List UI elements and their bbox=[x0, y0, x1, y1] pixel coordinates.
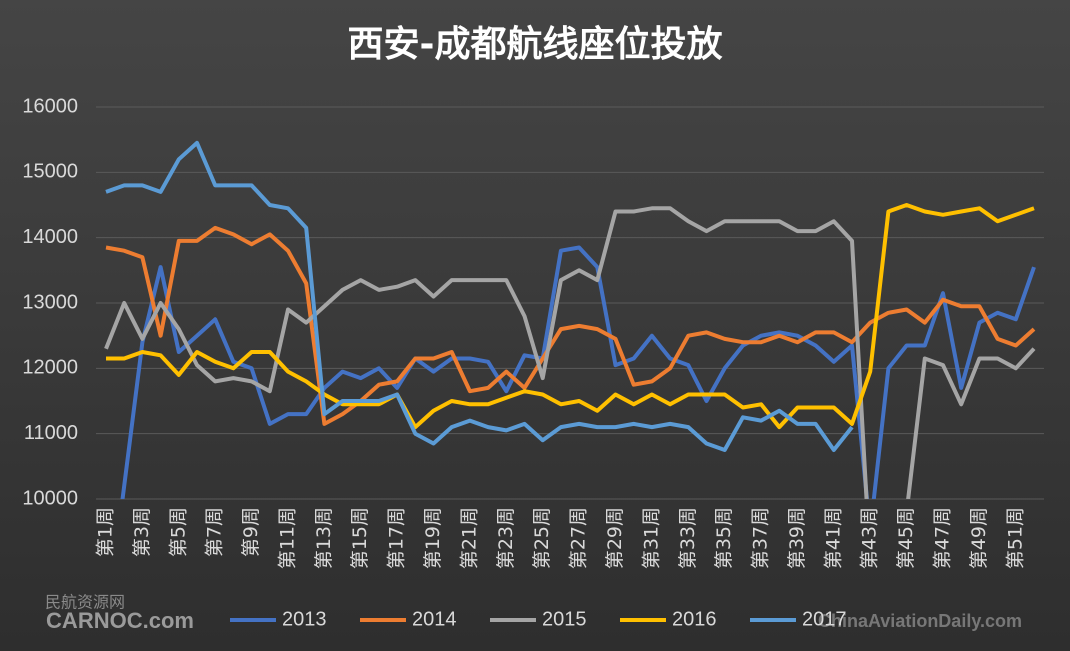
series-line bbox=[120, 245, 1036, 499]
chart-title: 西安-成都航线座位投放 bbox=[348, 23, 723, 65]
y-tick-label: 15000 bbox=[22, 161, 78, 183]
y-tick-label: 11000 bbox=[24, 422, 78, 444]
legend-label: 2016 bbox=[672, 608, 717, 630]
x-tick-label: 第43周 bbox=[859, 507, 881, 569]
series-line bbox=[106, 203, 1035, 430]
x-tick-label: 第19周 bbox=[422, 507, 444, 569]
x-tick-label: 第9周 bbox=[240, 507, 262, 557]
x-tick-label: 第49周 bbox=[968, 507, 990, 569]
x-tick-label: 第37周 bbox=[750, 507, 772, 569]
x-tick-label: 第23周 bbox=[495, 507, 517, 569]
series-line bbox=[105, 140, 854, 452]
x-tick-label: 第45周 bbox=[895, 507, 917, 569]
series-line bbox=[104, 206, 1036, 499]
x-tick-label: 第27周 bbox=[568, 507, 590, 569]
x-tick-label: 第5周 bbox=[167, 507, 189, 557]
x-tick-label: 第47周 bbox=[932, 507, 954, 569]
legend-label: 2014 bbox=[412, 608, 457, 630]
x-tick-label: 第39周 bbox=[786, 507, 808, 569]
x-tick-label: 第21周 bbox=[458, 507, 480, 569]
x-tick-label: 第13周 bbox=[313, 507, 335, 569]
y-tick-label: 10000 bbox=[22, 487, 78, 509]
watermark: 民航资源网 bbox=[45, 593, 125, 612]
watermark: CARNOC.com bbox=[46, 608, 194, 633]
x-tick-label: 第29周 bbox=[604, 507, 626, 569]
x-tick-label: 第35周 bbox=[713, 507, 735, 569]
x-tick-label: 第15周 bbox=[349, 507, 371, 569]
x-tick-label: 第7周 bbox=[204, 507, 226, 557]
x-tick-label: 第3周 bbox=[131, 507, 153, 557]
legend-label: 2013 bbox=[282, 608, 327, 630]
x-tick-label: 第25周 bbox=[531, 507, 553, 569]
legend-label: 2015 bbox=[542, 608, 587, 630]
y-tick-label: 13000 bbox=[22, 291, 78, 313]
x-tick-label: 第31周 bbox=[640, 507, 662, 569]
x-tick-label: 第41周 bbox=[822, 507, 844, 569]
legend-label: 2017 bbox=[802, 608, 847, 630]
x-tick-label: 第33周 bbox=[677, 507, 699, 569]
y-tick-label: 16000 bbox=[22, 95, 78, 117]
y-tick-label: 12000 bbox=[22, 357, 78, 379]
watermark: ChinaAviationDaily.com bbox=[818, 611, 1022, 631]
x-tick-label: 第1周 bbox=[95, 507, 117, 557]
y-tick-label: 14000 bbox=[22, 226, 78, 248]
series-line bbox=[105, 225, 1036, 426]
x-tick-label: 第11周 bbox=[276, 507, 298, 569]
x-tick-label: 第51周 bbox=[1004, 507, 1026, 569]
x-tick-label: 第17周 bbox=[386, 507, 408, 569]
